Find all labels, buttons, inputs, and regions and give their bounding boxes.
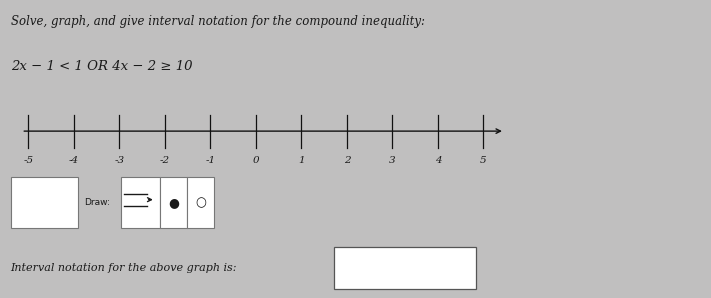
Text: -3: -3 xyxy=(114,156,124,165)
Text: Solve, graph, and give interval notation for the compound inequality:: Solve, graph, and give interval notation… xyxy=(11,15,424,28)
FancyBboxPatch shape xyxy=(11,177,78,228)
Text: 2x − 1 < 1 OR 4x − 2 ≥ 10: 2x − 1 < 1 OR 4x − 2 ≥ 10 xyxy=(11,60,192,73)
FancyBboxPatch shape xyxy=(187,177,214,228)
Text: Draw:: Draw: xyxy=(84,198,109,207)
Text: 5: 5 xyxy=(480,156,487,165)
Text: Clear All: Clear All xyxy=(26,198,63,207)
Text: 3: 3 xyxy=(389,156,396,165)
Text: ○: ○ xyxy=(195,196,206,209)
Text: -4: -4 xyxy=(69,156,79,165)
Text: 2: 2 xyxy=(343,156,351,165)
Text: 4: 4 xyxy=(434,156,442,165)
Text: Interval notation for the above graph is:: Interval notation for the above graph is… xyxy=(11,263,237,273)
Text: -5: -5 xyxy=(23,156,33,165)
Text: ●: ● xyxy=(168,196,179,209)
FancyBboxPatch shape xyxy=(160,177,187,228)
Text: 0: 0 xyxy=(252,156,260,165)
FancyBboxPatch shape xyxy=(121,177,160,228)
FancyBboxPatch shape xyxy=(334,247,476,289)
Text: -2: -2 xyxy=(160,156,170,165)
Text: -1: -1 xyxy=(205,156,215,165)
Text: 1: 1 xyxy=(298,156,305,165)
